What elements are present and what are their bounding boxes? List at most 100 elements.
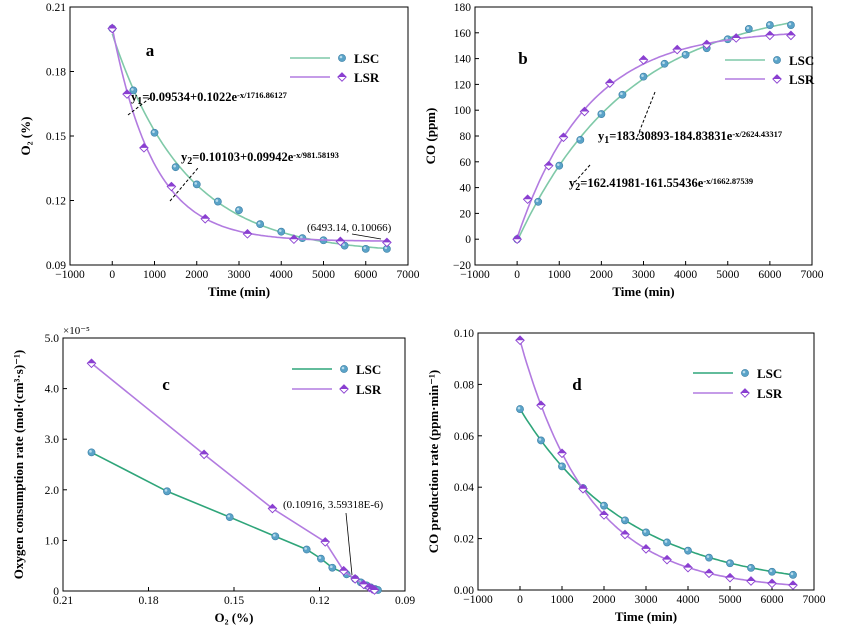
marker-fill xyxy=(289,235,299,240)
marker-shape xyxy=(663,538,671,547)
marker-fill xyxy=(605,78,614,84)
equation-sub: 1 xyxy=(604,135,609,146)
series-line xyxy=(519,408,794,576)
marker-shape xyxy=(271,532,280,541)
marker-fill xyxy=(339,566,348,571)
equation-sub: 2 xyxy=(187,156,192,167)
y-tick-label: 1.0 xyxy=(45,535,60,547)
data-point xyxy=(788,580,798,590)
data-point xyxy=(725,572,735,583)
y-axis-label: O₂ (%) xyxy=(18,117,33,156)
x-tick-label: 0.12 xyxy=(309,595,329,607)
marker-fill xyxy=(544,161,553,166)
x-tick-label: 2000 xyxy=(185,269,208,281)
marker-highlight xyxy=(215,199,219,202)
marker-highlight xyxy=(662,61,665,65)
x-tick-label: 1000 xyxy=(551,594,574,606)
data-point xyxy=(242,228,253,239)
x-tick-label: 7000 xyxy=(397,269,420,281)
panel-label: a xyxy=(146,41,155,60)
marker-shape xyxy=(684,546,692,555)
marker-highlight xyxy=(683,52,686,56)
legend-label: LSR xyxy=(789,72,815,87)
annotation: (0.10916, 3.59318E-6) xyxy=(283,499,384,511)
marker-highlight xyxy=(89,450,92,453)
marker-highlight xyxy=(257,221,261,225)
marker-fill xyxy=(122,89,132,95)
data-point xyxy=(660,59,669,68)
marker-fill xyxy=(523,195,532,200)
marker-shape xyxy=(298,234,307,243)
marker-fill xyxy=(139,143,149,148)
x-tick-label: 5000 xyxy=(716,269,739,281)
x-tick-label: 2000 xyxy=(590,269,613,281)
marker-shape xyxy=(642,528,650,537)
data-point xyxy=(726,559,734,568)
marker-highlight xyxy=(304,547,307,550)
data-point xyxy=(256,220,265,229)
y-tick-label: 3.0 xyxy=(45,434,60,446)
data-point xyxy=(350,574,360,584)
legend-marker xyxy=(338,54,346,62)
y-tick-label: 0.02 xyxy=(454,534,474,546)
data-point xyxy=(537,436,545,445)
equation: y2=162.41981-161.55436e-x/1662.87539 xyxy=(569,176,753,193)
data-point xyxy=(787,21,795,29)
marker-highlight xyxy=(767,22,771,26)
legend-item-lsc: LSC xyxy=(725,53,814,68)
marker-fill xyxy=(704,569,714,574)
data-point xyxy=(200,213,211,224)
panel-label: c xyxy=(162,375,170,394)
equation-mid: =0.10103+0.09942e xyxy=(192,150,293,164)
marker-highlight xyxy=(173,164,176,168)
marker-fill xyxy=(740,388,750,393)
y-tick-label: 140 xyxy=(454,54,472,66)
chart-d: −1000 0 1000 2000 3000 4000 5000 6000 7000 0.00 0.… xyxy=(426,328,826,624)
marker-highlight xyxy=(278,229,282,232)
data-point xyxy=(335,236,346,247)
x-tick-label: 0.15 xyxy=(224,595,244,607)
marker-fill xyxy=(336,237,345,242)
marker-highlight xyxy=(643,530,647,533)
data-point xyxy=(621,516,629,525)
data-point xyxy=(599,510,609,520)
x-tick-label: 3000 xyxy=(635,594,658,606)
data-point xyxy=(639,72,648,81)
marker-highlight xyxy=(790,572,794,576)
y-tick-label: 40 xyxy=(460,183,472,195)
y-tick-label: 0.18 xyxy=(46,67,66,79)
marker-fill xyxy=(557,449,567,454)
data-point xyxy=(87,448,96,457)
data-point xyxy=(267,503,278,514)
equation-sup: -x/1662.87539 xyxy=(703,176,753,186)
legend-label: LSR xyxy=(354,70,380,85)
marker-shape xyxy=(256,220,265,229)
data-point xyxy=(557,448,567,459)
equation-leader xyxy=(573,164,591,184)
equation-mid: =0.09534+0.1022e xyxy=(142,90,237,104)
data-point xyxy=(235,206,243,215)
data-point xyxy=(522,194,533,205)
marker-highlight xyxy=(725,36,729,40)
data-point xyxy=(578,483,588,494)
x-tick-label: 0 xyxy=(517,594,523,606)
data-point xyxy=(516,405,524,413)
y-tick-label: 4.0 xyxy=(45,384,60,396)
data-point xyxy=(317,554,325,563)
marker-fill xyxy=(337,72,347,77)
x-tick-label: 3000 xyxy=(228,269,251,281)
series-lsc xyxy=(516,405,797,579)
marker-shape xyxy=(192,180,201,189)
data-point xyxy=(558,462,566,471)
marker-fill xyxy=(515,335,525,341)
y-tick-label: 0.10 xyxy=(454,328,474,340)
legend-item-lsr: LSR xyxy=(725,72,815,87)
y-tick-label: 100 xyxy=(454,105,472,117)
data-point xyxy=(604,78,615,88)
equation-sub: 1 xyxy=(137,96,142,107)
data-point xyxy=(576,135,585,144)
legend-label: LSR xyxy=(356,382,382,397)
equation-mid: =162.41981-161.55436e xyxy=(580,176,704,190)
marker-fill xyxy=(767,579,777,584)
series-lsc xyxy=(87,448,382,594)
